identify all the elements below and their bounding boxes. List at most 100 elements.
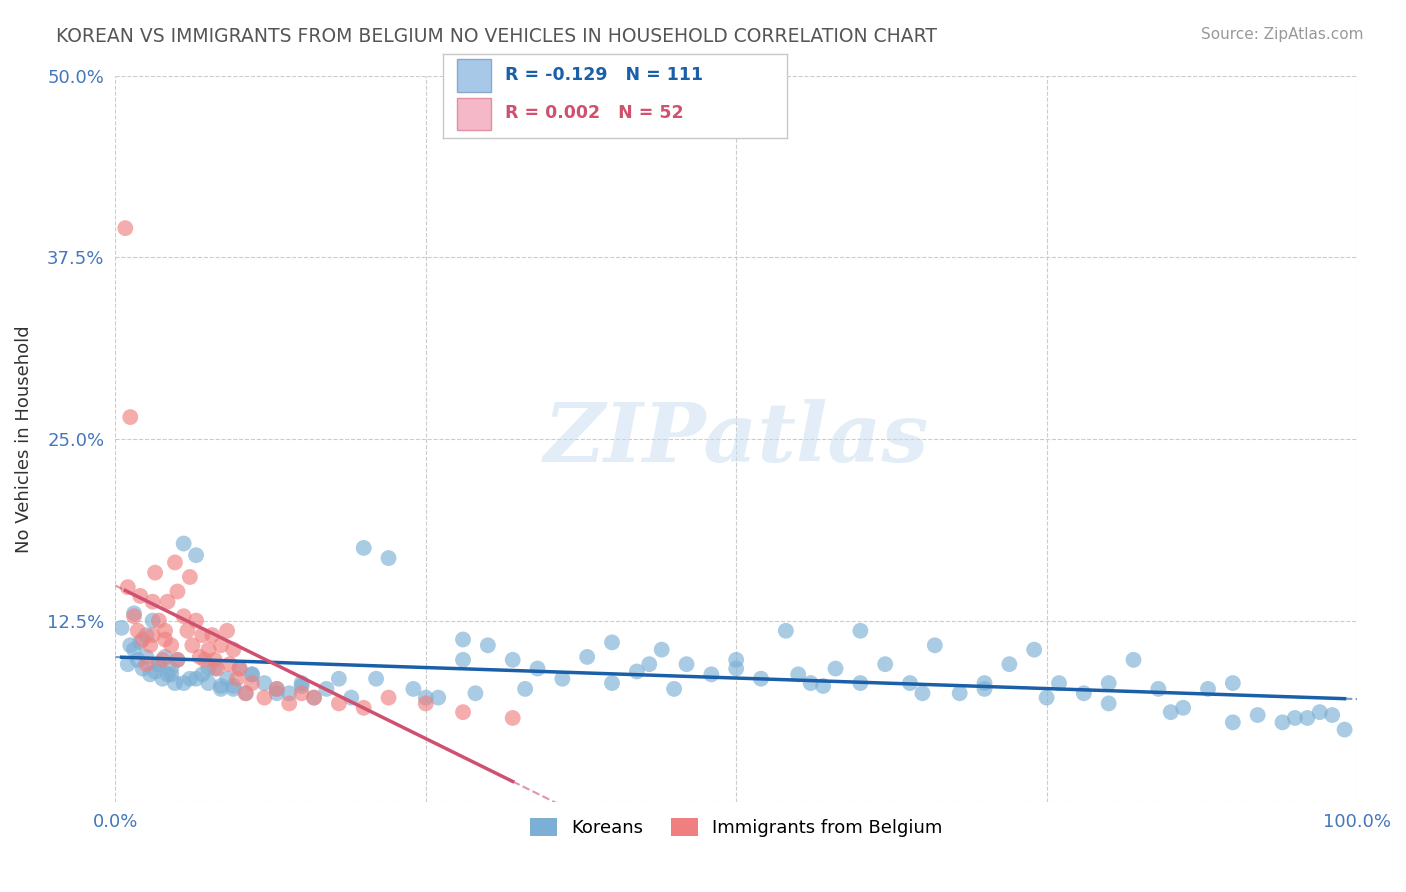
Point bbox=[749, 672, 772, 686]
Point bbox=[240, 667, 263, 681]
Point bbox=[135, 628, 157, 642]
Point bbox=[302, 690, 325, 705]
Point bbox=[638, 657, 661, 672]
Point bbox=[600, 676, 623, 690]
Point bbox=[142, 595, 165, 609]
Point bbox=[291, 679, 314, 693]
Point bbox=[328, 672, 350, 686]
Point bbox=[451, 705, 474, 719]
Point bbox=[1147, 681, 1170, 696]
Point bbox=[725, 661, 748, 675]
Point bbox=[266, 686, 288, 700]
Point bbox=[135, 657, 157, 672]
Point bbox=[898, 676, 921, 690]
Point bbox=[1284, 711, 1306, 725]
Point bbox=[218, 657, 240, 672]
Point bbox=[1222, 676, 1244, 690]
Point bbox=[120, 638, 142, 652]
Point bbox=[973, 681, 995, 696]
Point bbox=[222, 679, 245, 693]
Point bbox=[253, 676, 276, 690]
Point bbox=[924, 638, 946, 652]
Point bbox=[240, 667, 263, 681]
Point bbox=[142, 628, 165, 642]
Point bbox=[302, 690, 325, 705]
Text: Source: ZipAtlas.com: Source: ZipAtlas.com bbox=[1201, 27, 1364, 42]
Point bbox=[166, 653, 188, 667]
Point bbox=[153, 624, 176, 638]
Point bbox=[875, 657, 897, 672]
Point bbox=[725, 653, 748, 667]
Point bbox=[700, 667, 723, 681]
Point bbox=[451, 653, 474, 667]
Point bbox=[152, 653, 174, 667]
Point bbox=[156, 595, 179, 609]
Point bbox=[662, 681, 685, 696]
Point bbox=[235, 686, 257, 700]
Point bbox=[209, 679, 232, 693]
Point bbox=[600, 635, 623, 649]
Point bbox=[122, 609, 145, 624]
Point bbox=[266, 681, 288, 696]
Point bbox=[217, 672, 239, 686]
Point bbox=[291, 676, 314, 690]
Point bbox=[911, 686, 934, 700]
Point bbox=[179, 570, 201, 584]
Point bbox=[328, 697, 350, 711]
Point bbox=[188, 649, 211, 664]
Point bbox=[377, 551, 399, 566]
Point bbox=[131, 632, 153, 647]
Point bbox=[1222, 715, 1244, 730]
Point bbox=[191, 628, 214, 642]
Point bbox=[129, 635, 152, 649]
Point bbox=[551, 672, 574, 686]
Point bbox=[131, 661, 153, 675]
Point bbox=[173, 676, 195, 690]
Point bbox=[353, 700, 375, 714]
Point bbox=[451, 632, 474, 647]
Point bbox=[160, 661, 183, 675]
Point bbox=[217, 624, 239, 638]
Point bbox=[184, 548, 207, 562]
Point bbox=[1197, 681, 1219, 696]
Point bbox=[291, 686, 314, 700]
Point bbox=[122, 642, 145, 657]
Point bbox=[949, 686, 972, 700]
Point bbox=[204, 661, 226, 675]
Point bbox=[1173, 700, 1195, 714]
Point bbox=[166, 653, 188, 667]
Point bbox=[235, 686, 257, 700]
Point bbox=[148, 657, 170, 672]
Point bbox=[402, 681, 425, 696]
Point bbox=[156, 667, 179, 681]
Bar bbox=[457, 97, 491, 130]
Text: R = 0.002   N = 52: R = 0.002 N = 52 bbox=[505, 104, 683, 122]
Point bbox=[775, 624, 797, 638]
Point bbox=[110, 621, 132, 635]
Point bbox=[377, 690, 399, 705]
Point bbox=[127, 624, 149, 638]
Point bbox=[160, 667, 183, 681]
Point bbox=[166, 584, 188, 599]
Point bbox=[142, 614, 165, 628]
Point bbox=[1309, 705, 1331, 719]
Point bbox=[181, 638, 204, 652]
Point bbox=[1098, 676, 1121, 690]
Point bbox=[153, 632, 176, 647]
Point bbox=[626, 665, 648, 679]
Point bbox=[222, 642, 245, 657]
Point bbox=[163, 556, 186, 570]
Point bbox=[191, 667, 214, 681]
Point bbox=[1160, 705, 1182, 719]
Point bbox=[184, 614, 207, 628]
Point bbox=[253, 690, 276, 705]
Point bbox=[1098, 697, 1121, 711]
Point bbox=[117, 580, 139, 594]
Point bbox=[787, 667, 810, 681]
Point bbox=[849, 624, 872, 638]
Point bbox=[1035, 690, 1057, 705]
Point bbox=[117, 657, 139, 672]
Point bbox=[222, 681, 245, 696]
Point bbox=[576, 649, 599, 664]
Point bbox=[197, 642, 219, 657]
